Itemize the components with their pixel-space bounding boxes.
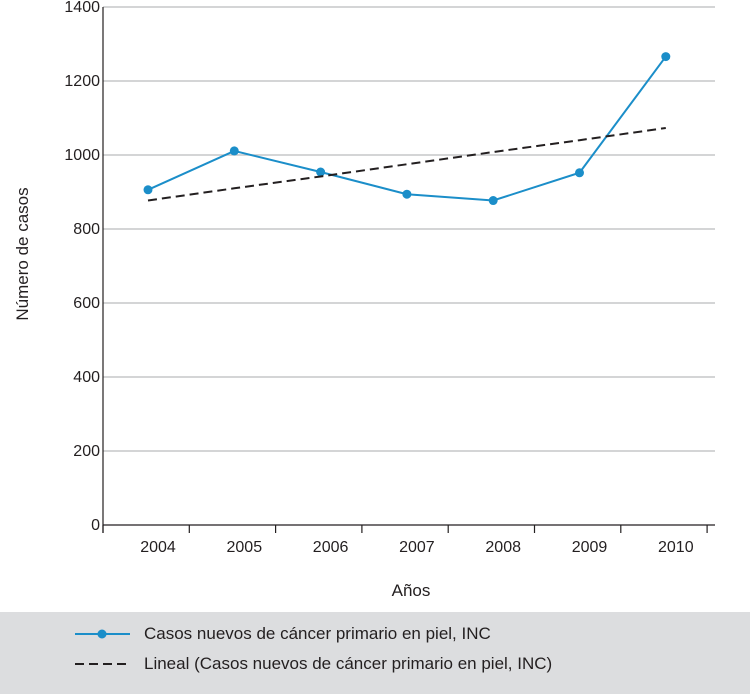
legend-swatch-dashed-line-icon xyxy=(75,663,130,665)
axes xyxy=(102,7,715,533)
y-tick-label-1000: 1000 xyxy=(64,147,100,164)
series-line-cases xyxy=(147,55,667,202)
data-point-2006 xyxy=(316,167,326,177)
y-tick-label-0: 0 xyxy=(91,517,100,534)
y-axis-title: Número de casos xyxy=(13,187,32,320)
y-tick-label-800: 800 xyxy=(73,221,100,238)
data-point-2010 xyxy=(661,52,671,62)
data-point-2007 xyxy=(402,189,412,199)
series-line-trend xyxy=(147,126,666,202)
x-tick-label-2006: 2006 xyxy=(313,539,349,556)
grid-lines xyxy=(103,6,715,452)
x-tick-label-2007: 2007 xyxy=(399,539,435,556)
x-tick-label-2005: 2005 xyxy=(227,539,263,556)
legend: Casos nuevos de cáncer primario en piel,… xyxy=(0,612,750,694)
series xyxy=(143,52,671,206)
y-tick-label-1200: 1200 xyxy=(64,73,100,90)
y-tick-label-1400: 1400 xyxy=(64,0,100,16)
data-point-2005 xyxy=(229,146,239,156)
y-tick-label-400: 400 xyxy=(73,369,100,386)
y-tick-labels: 0 200 400 600 800 1000 1200 1400 xyxy=(64,0,100,534)
legend-swatch-line-with-marker-icon xyxy=(75,629,130,639)
x-tick-label-2008: 2008 xyxy=(485,539,521,556)
data-point-2008 xyxy=(488,196,498,206)
x-tick-label-2010: 2010 xyxy=(658,539,694,556)
data-point-2009 xyxy=(575,168,584,178)
x-axis-title: Años xyxy=(392,581,431,600)
x-tick-label-2009: 2009 xyxy=(572,539,608,556)
legend-item-series: Casos nuevos de cáncer primario en piel,… xyxy=(75,622,491,646)
legend-item-trendline: Lineal (Casos nuevos de cáncer primario … xyxy=(75,652,552,676)
legend-label-trendline: Lineal (Casos nuevos de cáncer primario … xyxy=(144,654,553,673)
x-tick-label-2004: 2004 xyxy=(140,539,176,556)
legend-label-series: Casos nuevos de cáncer primario en piel,… xyxy=(144,624,491,643)
y-tick-label-200: 200 xyxy=(73,443,100,460)
y-tick-label-600: 600 xyxy=(73,295,100,312)
x-tick-labels: 2004 2005 2006 2007 2008 2009 2010 xyxy=(140,539,693,556)
data-point-2004 xyxy=(143,185,153,195)
